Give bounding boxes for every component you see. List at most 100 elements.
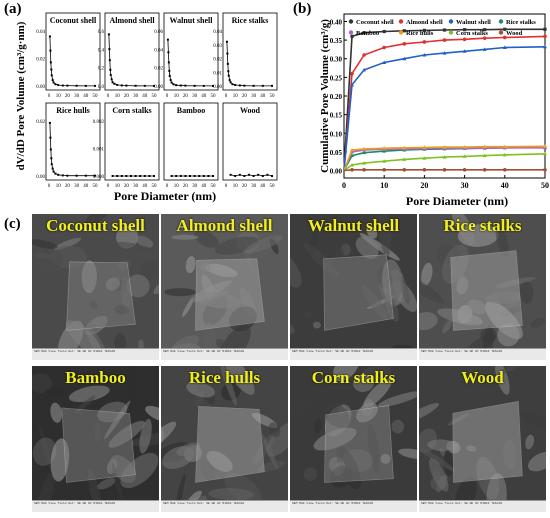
xtick-label: 50 xyxy=(541,181,549,190)
data-point xyxy=(116,175,119,177)
sem-image-title: Almond shell xyxy=(176,216,273,235)
subplot-title: Bamboo xyxy=(177,106,205,115)
legend-label: Coconut shell xyxy=(356,19,394,26)
subplot-almond-shell: Almond shell 0.0 0.2 0.4 0.6 0 10 20 30 40 50 xyxy=(98,12,160,99)
legend-label: Bamboo xyxy=(356,30,379,37)
sem-info-text: SEM MAG View field Det: SE WD HV MIRA3 T… xyxy=(34,350,116,353)
data-point xyxy=(543,27,547,31)
data-point xyxy=(442,38,447,42)
sem-image-title: Coconut shell xyxy=(46,216,145,235)
data-point xyxy=(402,42,407,46)
legend-label: Almond shell xyxy=(406,19,443,26)
data-point xyxy=(143,175,146,177)
data-point xyxy=(225,40,228,43)
ytick-label: 0.02 xyxy=(213,58,222,63)
legend-marker xyxy=(498,19,504,24)
data-point xyxy=(362,146,367,151)
data-point xyxy=(422,168,427,172)
panel-a-xlabel: Pore Diameter (nm) xyxy=(114,189,216,203)
data-point xyxy=(198,175,201,177)
data-point xyxy=(168,69,171,72)
data-point xyxy=(228,79,231,82)
legend-marker xyxy=(448,19,454,24)
data-point xyxy=(227,70,230,73)
data-point xyxy=(172,83,175,86)
series-almond-shell xyxy=(343,34,547,171)
subplot-frame xyxy=(45,12,101,91)
subplot-title: Wood xyxy=(240,106,261,115)
data-point xyxy=(143,84,146,87)
legend-marker xyxy=(348,30,354,35)
series-corn-stalks xyxy=(343,151,547,172)
xtick-label: 0 xyxy=(342,181,346,190)
data-point xyxy=(48,35,51,38)
xtick-label: 30 xyxy=(133,94,139,99)
data-point xyxy=(108,59,111,62)
xtick-label: 0 xyxy=(225,94,228,99)
xtick-label: 0 xyxy=(166,184,169,189)
data-point xyxy=(66,84,69,87)
data-point xyxy=(167,61,170,64)
data-point xyxy=(184,175,187,177)
data-point xyxy=(229,81,232,84)
data-point xyxy=(75,84,78,87)
ytick-label: 0.25 xyxy=(330,74,343,82)
data-point xyxy=(212,84,214,87)
data-point xyxy=(382,29,386,34)
data-point xyxy=(111,81,114,84)
data-point xyxy=(382,149,387,153)
ytick-label: 0.30 xyxy=(330,56,343,64)
data-point xyxy=(382,159,387,163)
ytick-label: 0.2 xyxy=(98,67,105,72)
sem-image-walnut-shell: Walnut shell SEM MAG View field Det: SE W… xyxy=(289,213,418,361)
xtick-label: 10 xyxy=(115,184,121,189)
legend-label: Rice hulls xyxy=(406,30,434,37)
ytick-label: 0.000 xyxy=(93,175,105,180)
xtick-label: 50 xyxy=(270,184,276,189)
data-point xyxy=(61,84,64,87)
micrograph-texture xyxy=(290,366,417,502)
data-point xyxy=(422,156,427,160)
xtick-label: 30 xyxy=(133,184,139,189)
xtick-label: 50 xyxy=(270,94,276,99)
legend-label: Walnut shell xyxy=(456,19,491,26)
xtick-label: 0 xyxy=(48,184,51,189)
ytick-label: 0.01 xyxy=(213,71,222,76)
data-point xyxy=(362,161,367,165)
data-point xyxy=(107,33,110,36)
panel-label-c: (c) xyxy=(4,216,21,232)
data-point xyxy=(153,175,155,177)
data-point xyxy=(382,60,387,64)
xtick-label: 50 xyxy=(211,94,217,99)
data-point xyxy=(226,62,229,65)
data-point xyxy=(125,175,128,177)
data-point xyxy=(212,175,214,177)
data-point xyxy=(113,82,116,85)
data-point xyxy=(243,84,246,87)
subplot-frame xyxy=(104,12,160,91)
xtick-label: 20 xyxy=(420,181,428,190)
ytick-label: 0.20 xyxy=(330,93,343,101)
data-point xyxy=(382,45,386,50)
data-point xyxy=(168,74,171,77)
xtick-label: 0 xyxy=(107,184,110,189)
data-point xyxy=(261,84,264,87)
sem-info-text: SEM MAG View field Det: SE WD HV MIRA3 T… xyxy=(421,350,503,353)
sem-image-almond-shell: Almond shell SEM MAG View field Det: SE W… xyxy=(160,213,289,361)
data-point xyxy=(116,83,119,86)
xtick-label: 30 xyxy=(251,184,257,189)
panel-b-plot-area: 0 10 20 30 40 50 0.00 0.05 0.10 0.15 0.20 0.25 0.30 0… xyxy=(330,13,549,190)
sem-image-title: Rice stalks xyxy=(443,216,522,235)
panel-b-ylabel: Cumulative Pore Volume (cm³/g) xyxy=(319,19,331,173)
data-point xyxy=(50,157,53,160)
data-point xyxy=(170,81,173,84)
micrograph-texture xyxy=(419,366,546,512)
data-point xyxy=(382,168,386,172)
subplot-title: Walnut shell xyxy=(170,16,214,25)
data-point xyxy=(54,172,57,175)
xtick-label: 0 xyxy=(166,94,169,99)
ytick-label: 0.05 xyxy=(330,149,343,157)
subplot-title: Coconut shell xyxy=(50,16,97,25)
ytick-label: 0.03 xyxy=(213,44,222,49)
xtick-label: 10 xyxy=(233,94,239,99)
